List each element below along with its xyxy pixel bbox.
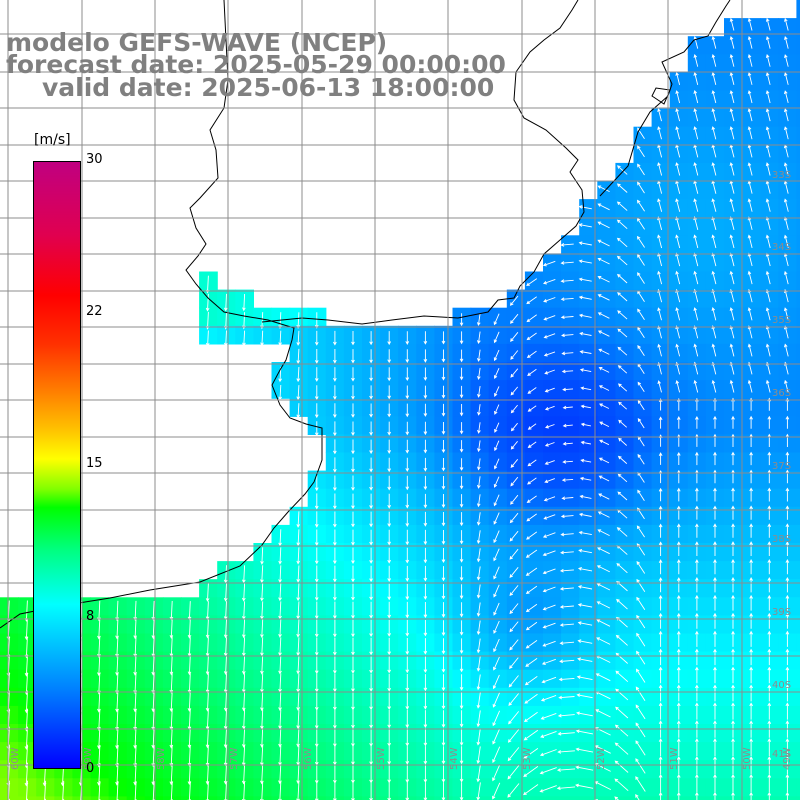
wind-cell [507, 597, 526, 616]
wind-cell [796, 36, 800, 55]
wind-cell [525, 706, 544, 725]
wind-cell [796, 54, 800, 73]
wind-cell [471, 796, 490, 800]
wind-cell [796, 91, 800, 110]
wind-cell [796, 181, 800, 200]
longitude-label: 55W [376, 747, 387, 770]
wind-cell [507, 579, 526, 598]
longitude-label: 60W [10, 747, 21, 770]
wind-cell [796, 688, 800, 707]
longitude-label: 56W [303, 747, 314, 770]
wind-cell [597, 796, 616, 800]
latitude-label: 38S [772, 534, 791, 545]
wind-cell [796, 163, 800, 182]
wind-cell [796, 796, 800, 800]
wind-cell [796, 326, 800, 345]
valid-date-label: valid date: 2025-06-13 18:00:00 [42, 75, 494, 100]
colorbar-tick-30: 30 [86, 153, 103, 166]
colorbar-unit: [m/s] [34, 134, 71, 147]
wind-cell [796, 253, 800, 272]
wind-cell [796, 290, 800, 309]
longitude-label: 52W [596, 747, 607, 770]
wind-cell [796, 525, 800, 544]
latitude-label: 34S [772, 242, 791, 253]
wind-cell [489, 796, 508, 800]
wind-cell [796, 72, 800, 91]
wind-cell [796, 416, 800, 435]
latitude-label: 41S [772, 749, 791, 760]
wind-cell [796, 579, 800, 598]
wind-cell [796, 199, 800, 218]
colorbar-tick-0: 0 [86, 762, 94, 775]
wind-cell [634, 796, 653, 800]
longitude-label: 57W [229, 747, 240, 770]
longitude-label: 53W [522, 747, 533, 770]
longitude-label: 51W [669, 747, 680, 770]
wind-cell [796, 398, 800, 417]
wind-cell [796, 235, 800, 254]
colorbar [33, 161, 81, 769]
wind-cell [796, 615, 800, 634]
wind-cell [796, 706, 800, 725]
wind-cell [507, 706, 526, 725]
wind-cell [796, 670, 800, 689]
wind-cell [561, 796, 580, 800]
wind-cell [525, 561, 544, 580]
wind-cell [796, 0, 800, 19]
wind-cell [796, 724, 800, 743]
wind-cell [796, 489, 800, 508]
colorbar-tick-8: 8 [86, 610, 94, 623]
wind-cell [796, 760, 800, 779]
latitude-label: 39S [772, 607, 791, 618]
latitude-label: 40S [772, 680, 791, 691]
wind-cell [796, 453, 800, 472]
wind-cell [796, 380, 800, 399]
wind-cell [796, 362, 800, 381]
wind-cell [525, 796, 544, 800]
longitude-label: 54W [449, 747, 460, 770]
wind-cell [796, 597, 800, 616]
wind-cell [796, 109, 800, 128]
wind-cell [796, 272, 800, 291]
wind-cell [796, 308, 800, 327]
longitude-label: 50W [742, 747, 753, 770]
wind-cell [796, 561, 800, 580]
colorbar-tick-15: 15 [86, 457, 103, 470]
wind-cell [796, 742, 800, 761]
wind-cell [217, 796, 236, 800]
wind-cell [796, 217, 800, 236]
longitude-label: 58W [156, 747, 167, 770]
wind-cell [796, 652, 800, 671]
latitude-label: 35S [772, 315, 791, 326]
latitude-label: 33S [772, 170, 791, 181]
latitude-label: 37S [772, 461, 791, 472]
wind-cell [507, 796, 526, 800]
latitude-label: 36S [772, 388, 791, 399]
wind-cell [796, 344, 800, 363]
wind-cell [796, 127, 800, 146]
wind-cell [796, 778, 800, 797]
colorbar-tick-22: 22 [86, 305, 103, 318]
wind-cell [796, 145, 800, 164]
wind-cell [796, 634, 800, 653]
wind-cell [543, 796, 562, 800]
